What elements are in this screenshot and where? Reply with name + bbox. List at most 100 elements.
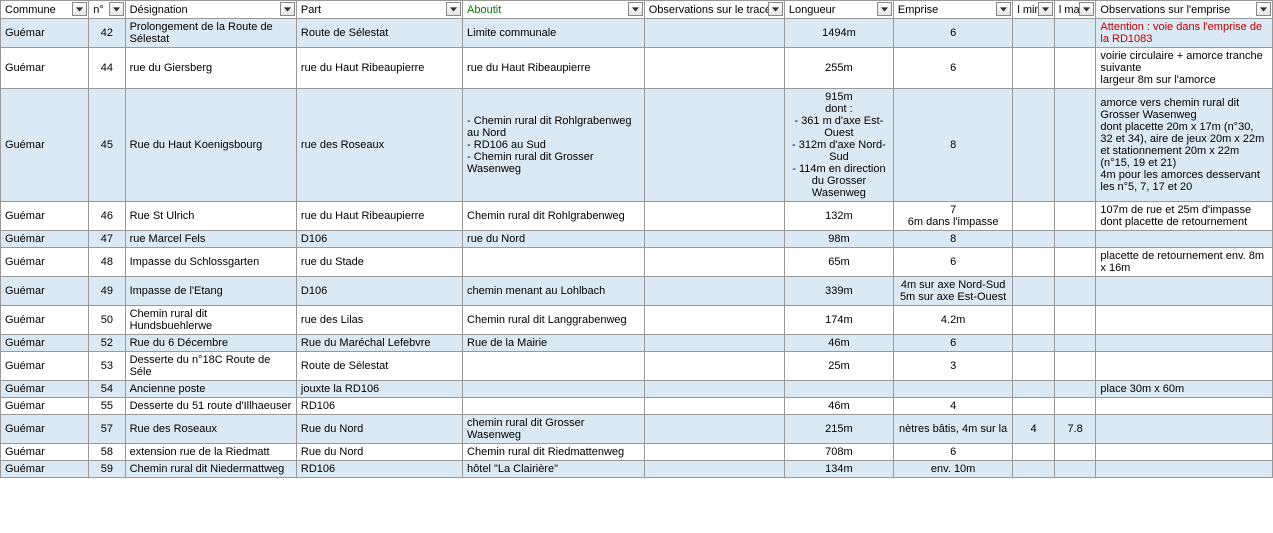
cell-aboutit[interactable]: Chemin rural dit Riedmattenweg: [463, 444, 645, 461]
column-header-desig[interactable]: Désignation: [125, 1, 296, 19]
filter-dropdown-icon[interactable]: [446, 2, 461, 16]
column-header-aboutit[interactable]: Aboutit: [463, 1, 645, 19]
cell-empr[interactable]: 3: [893, 352, 1012, 381]
cell-long[interactable]: 215m: [784, 415, 893, 444]
cell-desig[interactable]: Rue St Ulrich: [125, 202, 296, 231]
cell-lmini[interactable]: [1013, 248, 1055, 277]
cell-long[interactable]: [784, 381, 893, 398]
cell-commune[interactable]: Guémar: [1, 231, 89, 248]
cell-obsemp[interactable]: [1096, 306, 1273, 335]
cell-part[interactable]: rue des Roseaux: [296, 89, 462, 202]
cell-commune[interactable]: Guémar: [1, 461, 89, 478]
column-header-long[interactable]: Longueur: [784, 1, 893, 19]
cell-lmini[interactable]: 4: [1013, 415, 1055, 444]
cell-commune[interactable]: Guémar: [1, 19, 89, 48]
cell-obsemp[interactable]: voirie circulaire + amorce tranche suiva…: [1096, 48, 1273, 89]
cell-long[interactable]: 134m: [784, 461, 893, 478]
cell-lmaxi[interactable]: [1054, 352, 1096, 381]
cell-obstr[interactable]: [644, 48, 784, 89]
cell-desig[interactable]: Desserte du 51 route d'Illhaeuser: [125, 398, 296, 415]
cell-desig[interactable]: Rue du Haut Koenigsbourg: [125, 89, 296, 202]
cell-commune[interactable]: Guémar: [1, 381, 89, 398]
cell-aboutit[interactable]: [463, 248, 645, 277]
cell-commune[interactable]: Guémar: [1, 248, 89, 277]
cell-desig[interactable]: rue Marcel Fels: [125, 231, 296, 248]
cell-lmini[interactable]: [1013, 335, 1055, 352]
cell-obstr[interactable]: [644, 248, 784, 277]
cell-obsemp[interactable]: place 30m x 60m: [1096, 381, 1273, 398]
cell-desig[interactable]: Chemin rural dit Niedermattweg: [125, 461, 296, 478]
cell-part[interactable]: rue des Lilas: [296, 306, 462, 335]
cell-commune[interactable]: Guémar: [1, 306, 89, 335]
cell-n[interactable]: 53: [89, 352, 125, 381]
cell-aboutit[interactable]: hôtel "La Clairière": [463, 461, 645, 478]
cell-n[interactable]: 54: [89, 381, 125, 398]
column-header-lmini[interactable]: l mini: [1013, 1, 1055, 19]
cell-obstr[interactable]: [644, 381, 784, 398]
cell-n[interactable]: 44: [89, 48, 125, 89]
cell-aboutit[interactable]: Rue de la Mairie: [463, 335, 645, 352]
column-header-part[interactable]: Part: [296, 1, 462, 19]
cell-lmaxi[interactable]: [1054, 398, 1096, 415]
cell-commune[interactable]: Guémar: [1, 335, 89, 352]
cell-obsemp[interactable]: [1096, 415, 1273, 444]
column-header-empr[interactable]: Emprise: [893, 1, 1012, 19]
cell-aboutit[interactable]: Chemin rural dit Langgrabenweg: [463, 306, 645, 335]
cell-empr[interactable]: [893, 381, 1012, 398]
filter-dropdown-icon[interactable]: [109, 2, 124, 16]
cell-desig[interactable]: Rue des Roseaux: [125, 415, 296, 444]
cell-aboutit[interactable]: - Chemin rural dit Rohlgrabenweg au Nord…: [463, 89, 645, 202]
cell-obstr[interactable]: [644, 335, 784, 352]
cell-obstr[interactable]: [644, 306, 784, 335]
cell-empr[interactable]: 4.2m: [893, 306, 1012, 335]
cell-lmini[interactable]: [1013, 352, 1055, 381]
cell-aboutit[interactable]: chemin rural dit Grosser Wasenweg: [463, 415, 645, 444]
cell-aboutit[interactable]: chemin menant au Lohlbach: [463, 277, 645, 306]
cell-lmini[interactable]: [1013, 231, 1055, 248]
cell-n[interactable]: 52: [89, 335, 125, 352]
cell-obstr[interactable]: [644, 444, 784, 461]
cell-n[interactable]: 55: [89, 398, 125, 415]
cell-obstr[interactable]: [644, 231, 784, 248]
cell-part[interactable]: RD106: [296, 461, 462, 478]
cell-n[interactable]: 45: [89, 89, 125, 202]
cell-obsemp[interactable]: [1096, 398, 1273, 415]
cell-lmaxi[interactable]: [1054, 381, 1096, 398]
filter-dropdown-icon[interactable]: [768, 2, 783, 16]
cell-aboutit[interactable]: [463, 398, 645, 415]
filter-dropdown-icon[interactable]: [280, 2, 295, 16]
cell-long[interactable]: 65m: [784, 248, 893, 277]
cell-aboutit[interactable]: Limite communale: [463, 19, 645, 48]
cell-lmaxi[interactable]: [1054, 461, 1096, 478]
filter-dropdown-icon[interactable]: [1256, 2, 1271, 16]
cell-part[interactable]: rue du Haut Ribeaupierre: [296, 48, 462, 89]
cell-obsemp[interactable]: [1096, 444, 1273, 461]
cell-lmaxi[interactable]: [1054, 335, 1096, 352]
column-header-lmaxi[interactable]: l maxi: [1054, 1, 1096, 19]
cell-obsemp[interactable]: Attention : voie dans l'emprise de la RD…: [1096, 19, 1273, 48]
cell-part[interactable]: D106: [296, 231, 462, 248]
cell-desig[interactable]: rue du Giersberg: [125, 48, 296, 89]
cell-long[interactable]: 339m: [784, 277, 893, 306]
filter-dropdown-icon[interactable]: [1038, 2, 1053, 16]
cell-lmini[interactable]: [1013, 306, 1055, 335]
cell-obsemp[interactable]: [1096, 231, 1273, 248]
cell-empr[interactable]: 76m dans l'impasse: [893, 202, 1012, 231]
cell-desig[interactable]: Prolongement de la Route de Sélestat: [125, 19, 296, 48]
column-header-commune[interactable]: Commune: [1, 1, 89, 19]
cell-obstr[interactable]: [644, 89, 784, 202]
cell-lmaxi[interactable]: [1054, 48, 1096, 89]
cell-n[interactable]: 57: [89, 415, 125, 444]
cell-long[interactable]: 98m: [784, 231, 893, 248]
cell-part[interactable]: rue du Haut Ribeaupierre: [296, 202, 462, 231]
cell-n[interactable]: 49: [89, 277, 125, 306]
cell-long[interactable]: 46m: [784, 398, 893, 415]
filter-dropdown-icon[interactable]: [996, 2, 1011, 16]
cell-commune[interactable]: Guémar: [1, 202, 89, 231]
cell-obsemp[interactable]: [1096, 352, 1273, 381]
cell-desig[interactable]: Ancienne poste: [125, 381, 296, 398]
cell-empr[interactable]: nètres bâtis, 4m sur la: [893, 415, 1012, 444]
cell-lmaxi[interactable]: [1054, 277, 1096, 306]
cell-n[interactable]: 50: [89, 306, 125, 335]
cell-long[interactable]: 25m: [784, 352, 893, 381]
